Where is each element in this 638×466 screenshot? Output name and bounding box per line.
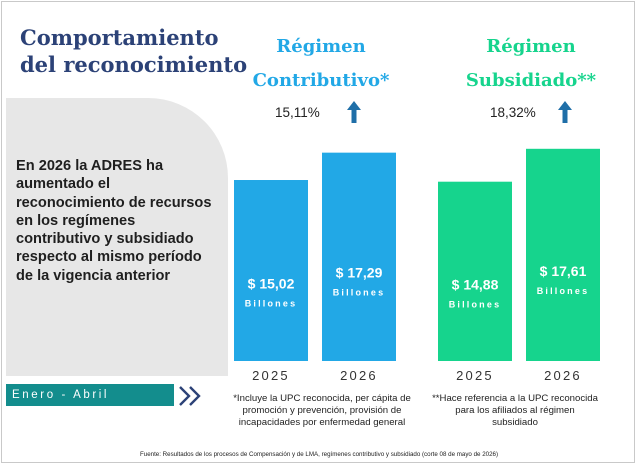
- subsidiado-bar-2026: [526, 148, 600, 361]
- subsidiado-note: **Hace referencia a la UPC reconocida pa…: [432, 393, 598, 429]
- contributivo-year-label-2025: 2025: [252, 368, 290, 383]
- double-chevron-right-icon: [179, 386, 201, 406]
- contributivo-note: *Incluye la UPC reconocida, per cápita d…: [233, 393, 411, 429]
- summary-text: En 2026 la ADRES ha aumentado el reconoc…: [16, 158, 212, 284]
- page-title: Comportamiento del reconocimiento: [20, 25, 248, 77]
- contributivo-title: Régimen Contributivo*: [236, 30, 406, 98]
- subsidiado-year-label-2025: 2025: [456, 368, 494, 383]
- contributivo-bar-2025: [234, 180, 308, 361]
- contributivo-title-line1: Régimen: [276, 36, 366, 57]
- subsidiado-year-label-2026: 2026: [544, 368, 582, 383]
- subsidiado-value-label-2025: $ 14,88: [452, 276, 499, 292]
- contributivo-year-label-2026: 2026: [340, 368, 378, 383]
- contributivo-value-label-2026: $ 17,29: [336, 265, 383, 281]
- subsidiado-title: Régimen Subsidiado**: [446, 30, 616, 98]
- summary-panel: [6, 98, 228, 376]
- contributivo-title-line2: Contributivo*: [252, 70, 390, 91]
- subsidiado-value-label-2026: $ 17,61: [540, 263, 587, 279]
- subsidiado-unit-label-2026: Billones: [537, 286, 590, 296]
- contributivo-value-label-2025: $ 15,02: [248, 276, 295, 292]
- up-arrow-icon: [347, 101, 361, 123]
- contributivo-growth: 15,11%: [275, 105, 320, 120]
- up-arrow-icon: [558, 101, 572, 123]
- contributivo-unit-label-2025: Billones: [245, 299, 298, 309]
- subsidiado-unit-label-2025: Billones: [449, 299, 502, 309]
- contributivo-bar-2026: [322, 152, 396, 361]
- period-label: Enero - Abril: [6, 384, 174, 406]
- subsidiado-title-line1: Régimen: [486, 36, 576, 57]
- subsidiado-bar-2025: [438, 181, 512, 361]
- subsidiado-growth: 18,32%: [490, 105, 536, 120]
- source-note: Fuente: Resultados de los procesos de Co…: [139, 451, 499, 458]
- subsidiado-title-line2: Subsidiado**: [465, 70, 597, 91]
- contributivo-unit-label-2026: Billones: [333, 288, 386, 298]
